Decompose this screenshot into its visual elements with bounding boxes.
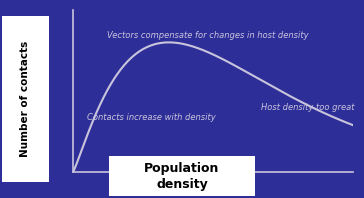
Text: Vectors compensate for changes in host density: Vectors compensate for changes in host d… (107, 31, 308, 40)
Text: Population
density: Population density (144, 162, 220, 191)
Text: Number of contacts: Number of contacts (20, 41, 31, 157)
Text: Host density too great: Host density too great (261, 103, 355, 112)
Text: Contacts increase with density: Contacts increase with density (87, 113, 215, 122)
